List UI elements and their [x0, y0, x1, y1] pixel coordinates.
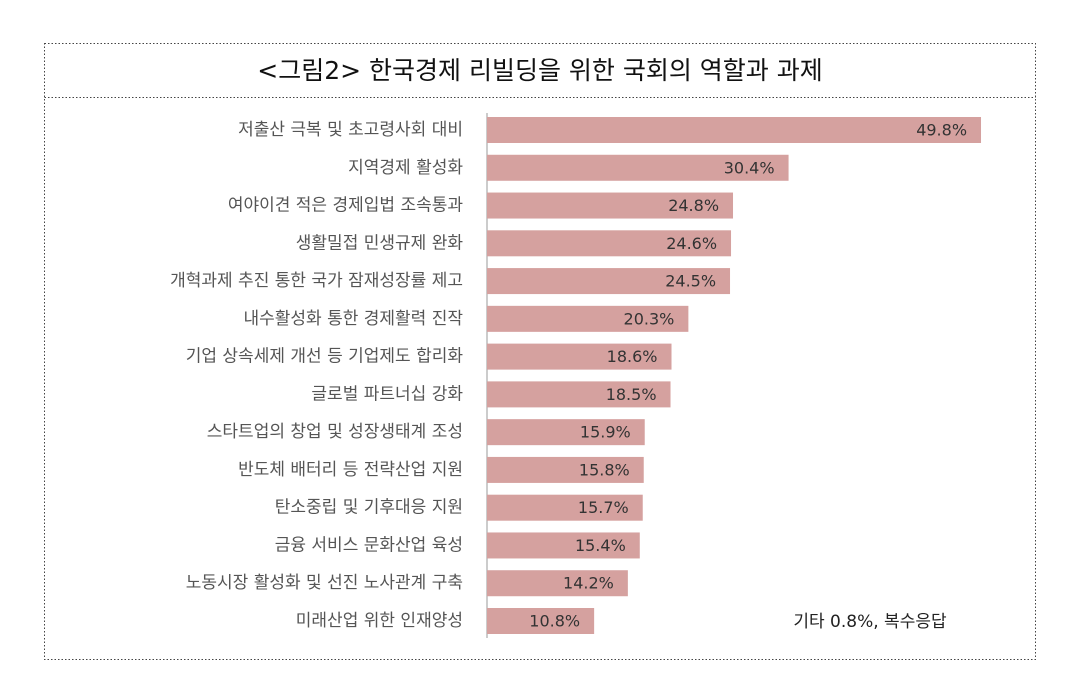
bar: [487, 305, 689, 332]
value-label: 18.5%: [606, 385, 657, 404]
category-label: 여야이견 적은 경제입법 조속통과: [228, 196, 464, 216]
bar: [487, 230, 732, 257]
value-label: 15.4%: [575, 536, 626, 555]
bar: [487, 532, 640, 559]
value-label: 24.6%: [666, 234, 717, 253]
value-label: 24.5%: [665, 272, 716, 291]
bar: [487, 117, 982, 143]
bar: [487, 419, 645, 446]
category-label: 저출산 극복 및 초고령사회 대비: [238, 120, 463, 140]
category-label: 탄소중립 및 기후대응 지원: [275, 498, 463, 518]
category-label: 지역경제 활성화: [348, 158, 463, 178]
bar: [487, 381, 671, 408]
bar: [487, 570, 628, 597]
value-label: 15.7%: [578, 498, 629, 517]
bar: [487, 456, 644, 483]
category-label: 미래산업 위한 인재양성: [296, 611, 463, 631]
value-label: 24.8%: [668, 196, 719, 215]
value-label: 15.8%: [579, 460, 630, 479]
bar: [487, 268, 731, 295]
category-label: 생활밀접 민생규제 완화: [296, 233, 464, 253]
category-label: 글로벌 파트너십 강화: [311, 384, 463, 404]
category-label: 개혁과제 추진 통한 국가 잠재성장률 제고: [170, 271, 463, 291]
value-label: 10.8%: [529, 612, 580, 631]
value-label: 30.4%: [724, 158, 775, 177]
value-label: 15.9%: [580, 423, 631, 442]
value-label: 49.8%: [916, 121, 967, 140]
annotation: 기타 0.8%, 복수응답: [793, 612, 947, 632]
value-label: 18.6%: [607, 347, 658, 366]
category-label: 반도체 배터리 등 전략산업 지원: [238, 460, 463, 480]
bar: [487, 343, 672, 370]
bar: [487, 608, 595, 634]
category-label: 기업 상속세제 개선 등 기업제도 합리화: [186, 347, 464, 367]
category-label: 스타트업의 창업 및 성장생태계 조성: [207, 422, 463, 442]
frame: [44, 43, 1036, 660]
bar: [487, 494, 643, 521]
value-label: 20.3%: [624, 309, 675, 328]
category-label: 노동시장 활성화 및 선진 노사관계 구축: [186, 573, 463, 593]
category-label: 내수활성화 통한 경제활력 진작: [243, 309, 463, 329]
category-label: 금융 서비스 문화산업 육성: [275, 535, 463, 555]
bar: [487, 192, 734, 219]
chart-title: <그림2> 한국경제 리빌딩을 위한 국회의 역할과 과제: [257, 56, 822, 85]
value-label: 14.2%: [563, 574, 614, 593]
bar: [487, 154, 789, 181]
